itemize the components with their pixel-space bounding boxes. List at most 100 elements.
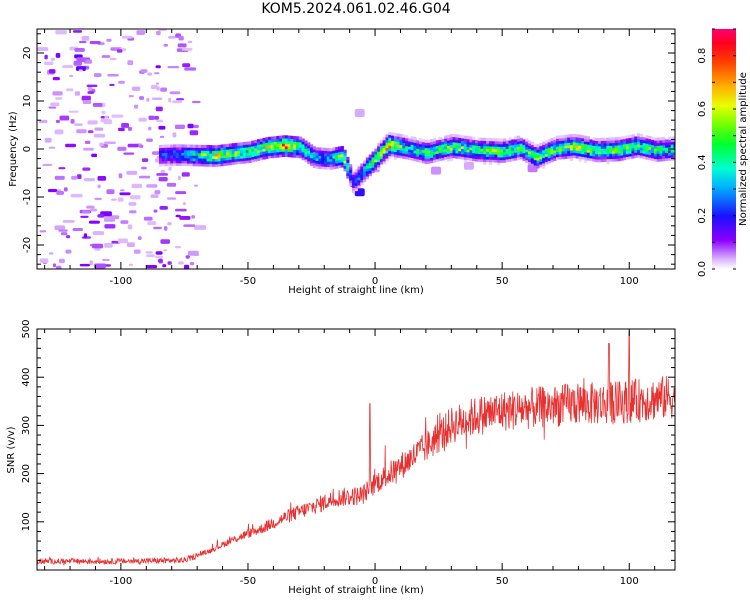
ridge-cell <box>466 151 470 156</box>
noise-cell <box>47 189 58 193</box>
ridge-cell <box>444 153 448 158</box>
ridge-cell <box>670 152 674 156</box>
ridge-cell <box>542 147 546 151</box>
ridge-cell <box>377 153 381 157</box>
ridge-cell <box>184 162 188 167</box>
ridge-cell <box>296 152 300 156</box>
ridge-cell <box>651 155 655 159</box>
noise-cell <box>127 60 134 66</box>
ridge-cell <box>477 140 481 144</box>
ridge-cell <box>242 157 247 161</box>
noise-cell <box>44 61 54 65</box>
ridge-cell <box>226 159 230 163</box>
ridge-cell <box>276 146 280 150</box>
ridge-cell <box>430 144 434 148</box>
ridge-cell <box>357 169 361 173</box>
ridge-cell <box>371 164 375 168</box>
noise-cell <box>91 153 98 158</box>
ridge-cell <box>424 139 428 143</box>
noise-cell <box>150 194 159 198</box>
ridge-cell <box>332 147 336 151</box>
ridge-cell <box>511 144 515 148</box>
ridge-cell <box>536 162 540 166</box>
ridge-cell <box>254 158 258 162</box>
ridge-cell <box>217 158 221 162</box>
ridge-cell <box>441 144 445 148</box>
ridge-cell <box>259 149 263 153</box>
ridge-cell <box>544 158 549 163</box>
ridge-cell <box>187 155 191 159</box>
ridge-cell <box>502 148 507 153</box>
noise-cell <box>42 163 53 166</box>
ridge-cell <box>522 139 526 143</box>
ridge-cell <box>502 151 507 155</box>
ridge-cell <box>612 139 616 144</box>
ridge-cell <box>578 155 582 159</box>
ridge-cell <box>363 176 367 180</box>
ridge-cell <box>405 150 409 155</box>
ridge-cell <box>516 156 521 161</box>
noise-cell <box>147 221 157 226</box>
ridge-cell <box>570 139 574 143</box>
ridge-cell <box>469 144 473 148</box>
ridge-cell <box>502 156 507 161</box>
ridge-cell <box>625 153 630 157</box>
ridge-cell <box>645 143 649 147</box>
ridge-cell <box>329 150 333 154</box>
ridge-cell <box>553 152 557 156</box>
ridge-cell <box>424 158 428 162</box>
ridge-cell <box>161 160 165 164</box>
ridge-cell <box>388 150 392 154</box>
ridge-cell <box>572 144 576 148</box>
noise-cell <box>126 242 135 247</box>
noise-cell <box>172 132 177 138</box>
ridge-cell <box>382 139 386 144</box>
ridge-cell <box>623 138 627 142</box>
ridge-cell <box>270 147 274 151</box>
ridge-cell <box>310 147 314 151</box>
ridge-cell <box>553 141 557 146</box>
ridge-cell <box>388 153 392 157</box>
ridge-cell <box>614 147 618 151</box>
ridge-cell <box>670 149 674 153</box>
ridge-cell <box>472 147 476 151</box>
ridge-cell <box>354 187 358 192</box>
ridge-cell <box>240 144 244 149</box>
ridge-cell <box>220 147 224 151</box>
ridge-cell <box>377 161 381 165</box>
ridge-cell <box>270 155 274 159</box>
ridge-cell <box>170 155 174 159</box>
ridge-cell <box>212 153 216 157</box>
ridge-cell <box>273 146 277 150</box>
ridge-cell <box>338 151 342 155</box>
ridge-cell <box>189 160 193 164</box>
ridge-cell <box>480 148 484 152</box>
ridge-cell <box>530 163 535 167</box>
ridge-cell <box>438 139 442 143</box>
ridge-cell <box>561 135 565 139</box>
ridge-cell <box>542 162 546 166</box>
ridge-cell <box>592 158 596 162</box>
ridge-cell <box>609 153 613 157</box>
figure-title: KOM5.2024.061.02.46.G04 <box>261 1 451 17</box>
ridge-cell <box>603 137 607 141</box>
ridge-cell <box>189 152 193 156</box>
noise-cell <box>48 69 56 74</box>
ridge-cell <box>223 154 227 158</box>
ridge-cell <box>391 132 395 136</box>
ridge-cell <box>396 141 400 145</box>
ridge-cell <box>203 147 207 151</box>
ridge-cell <box>368 167 372 171</box>
ridge-cell <box>192 149 196 154</box>
ridge-cell <box>371 156 375 160</box>
ridge-cell <box>575 142 579 146</box>
ridge-cell <box>220 155 224 159</box>
noise-cell <box>181 172 190 177</box>
ridge-cell <box>617 155 621 159</box>
ridge-cell <box>371 159 375 163</box>
ridge-cell <box>304 156 308 160</box>
ridge-cell <box>542 144 546 148</box>
ridge-cell <box>466 136 470 140</box>
ridge-cell <box>159 158 163 162</box>
